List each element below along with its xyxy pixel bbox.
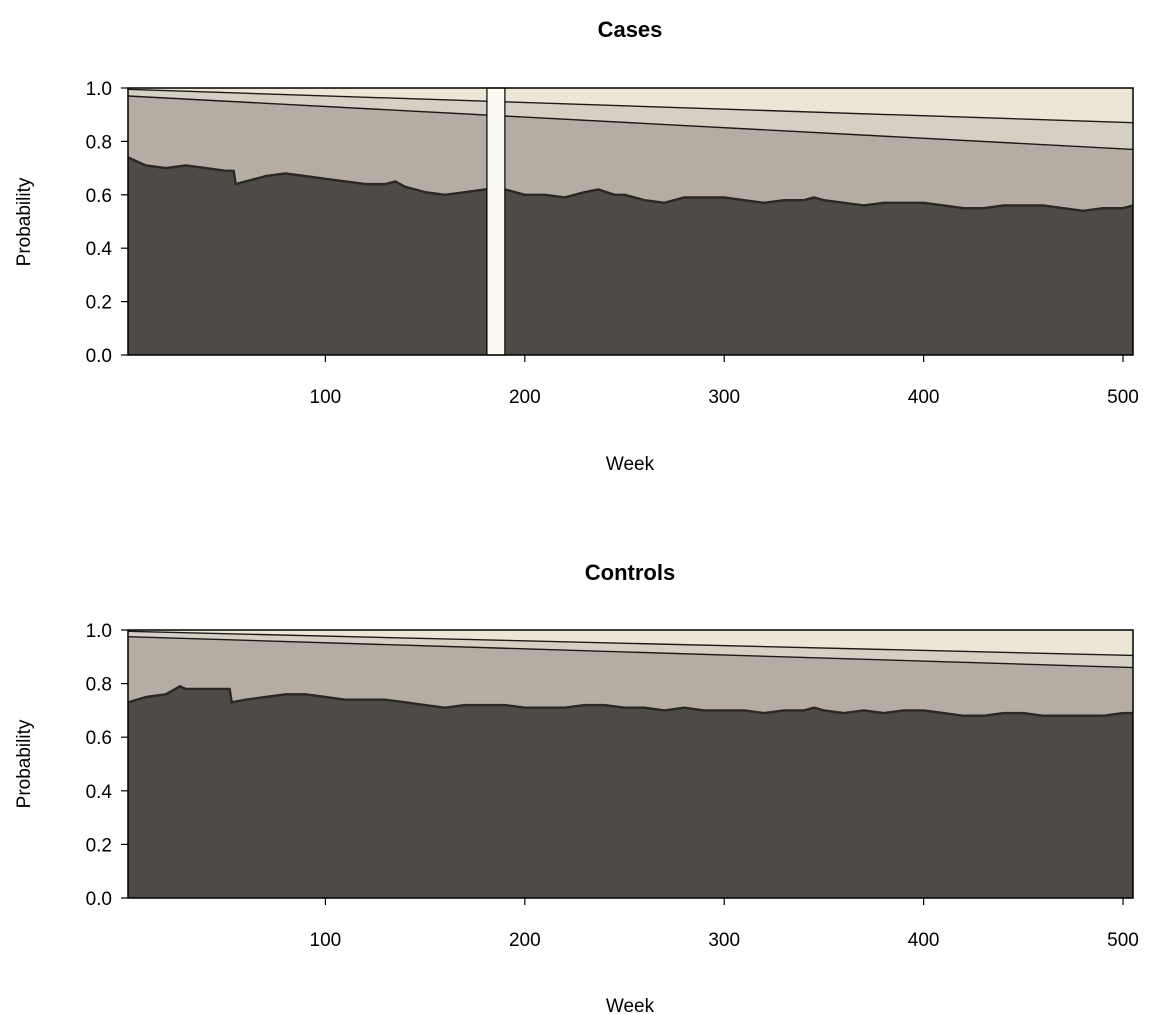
x-axis-ticks: 100 200 300 400 500 — [310, 898, 1139, 951]
y-axis-label: Probability — [14, 177, 35, 266]
boundary-line-1 — [127, 156, 1134, 213]
y-axis-label: Probability — [14, 719, 35, 808]
y-tick-label: 0.0 — [86, 889, 112, 910]
area-layer-2 — [128, 636, 1133, 716]
y-tick-label: 0.8 — [86, 132, 112, 153]
area-layer-3 — [128, 89, 1133, 150]
y-axis-ticks: 0.0 0.2 0.4 0.6 0.8 1.0 — [86, 621, 128, 910]
x-axis-ticks: 100 200 300 400 500 — [310, 355, 1139, 408]
y-tick-label: 0.4 — [86, 782, 113, 803]
y-tick-label: 0.0 — [86, 346, 112, 367]
boundary-lines — [127, 88, 1134, 213]
y-tick-label: 0.6 — [86, 728, 112, 749]
gap-layer — [486, 87, 506, 356]
stacked-area-layers — [128, 88, 1133, 355]
boundary-line-3 — [127, 88, 1134, 124]
data-gap-band — [486, 87, 506, 356]
boundary-line-2 — [127, 95, 1134, 151]
plot-frame — [127, 87, 1134, 356]
x-tick-label: 200 — [509, 387, 541, 408]
boundary-line-3 — [127, 630, 1134, 657]
x-axis-label: Week — [606, 454, 655, 475]
area-layer-1 — [128, 686, 1133, 898]
plot-frame — [127, 629, 1134, 899]
chart-controls: Controls 100 200 300 400 500 0.0 0.2 0.4 0.6 0.8… — [14, 560, 1139, 1014]
boundary-line-2 — [127, 636, 1134, 669]
x-tick-label: 500 — [1107, 930, 1139, 951]
y-tick-label: 0.2 — [86, 835, 112, 856]
x-tick-label: 300 — [708, 387, 740, 408]
chart-cases: Cases 100 200 300 400 500 0.0 0.2 0.4 0.6 0.8 1.0… — [14, 17, 1139, 475]
x-tick-label: 100 — [310, 930, 342, 951]
x-tick-label: 400 — [908, 930, 940, 951]
y-tick-label: 0.4 — [86, 239, 113, 260]
chart-title: Cases — [598, 17, 663, 42]
y-tick-label: 0.2 — [86, 293, 112, 314]
y-tick-label: 1.0 — [86, 79, 112, 100]
x-tick-label: 200 — [509, 930, 541, 951]
x-tick-label: 300 — [708, 930, 740, 951]
area-layer-3 — [128, 631, 1133, 668]
y-tick-label: 1.0 — [86, 621, 112, 642]
area-layer-1 — [128, 157, 1133, 355]
boundary-lines — [127, 630, 1134, 717]
chart-title: Controls — [585, 560, 675, 585]
area-layer-2 — [128, 96, 1133, 211]
boundary-line-1 — [127, 685, 1133, 717]
x-tick-label: 500 — [1107, 387, 1139, 408]
stacked-area-layers — [128, 630, 1133, 898]
x-axis-label: Week — [606, 996, 655, 1014]
y-tick-label: 0.6 — [86, 186, 112, 207]
y-axis-ticks: 0.0 0.2 0.4 0.6 0.8 1.0 — [86, 79, 128, 367]
y-tick-label: 0.8 — [86, 675, 112, 696]
x-tick-label: 100 — [310, 387, 342, 408]
x-tick-label: 400 — [908, 387, 940, 408]
